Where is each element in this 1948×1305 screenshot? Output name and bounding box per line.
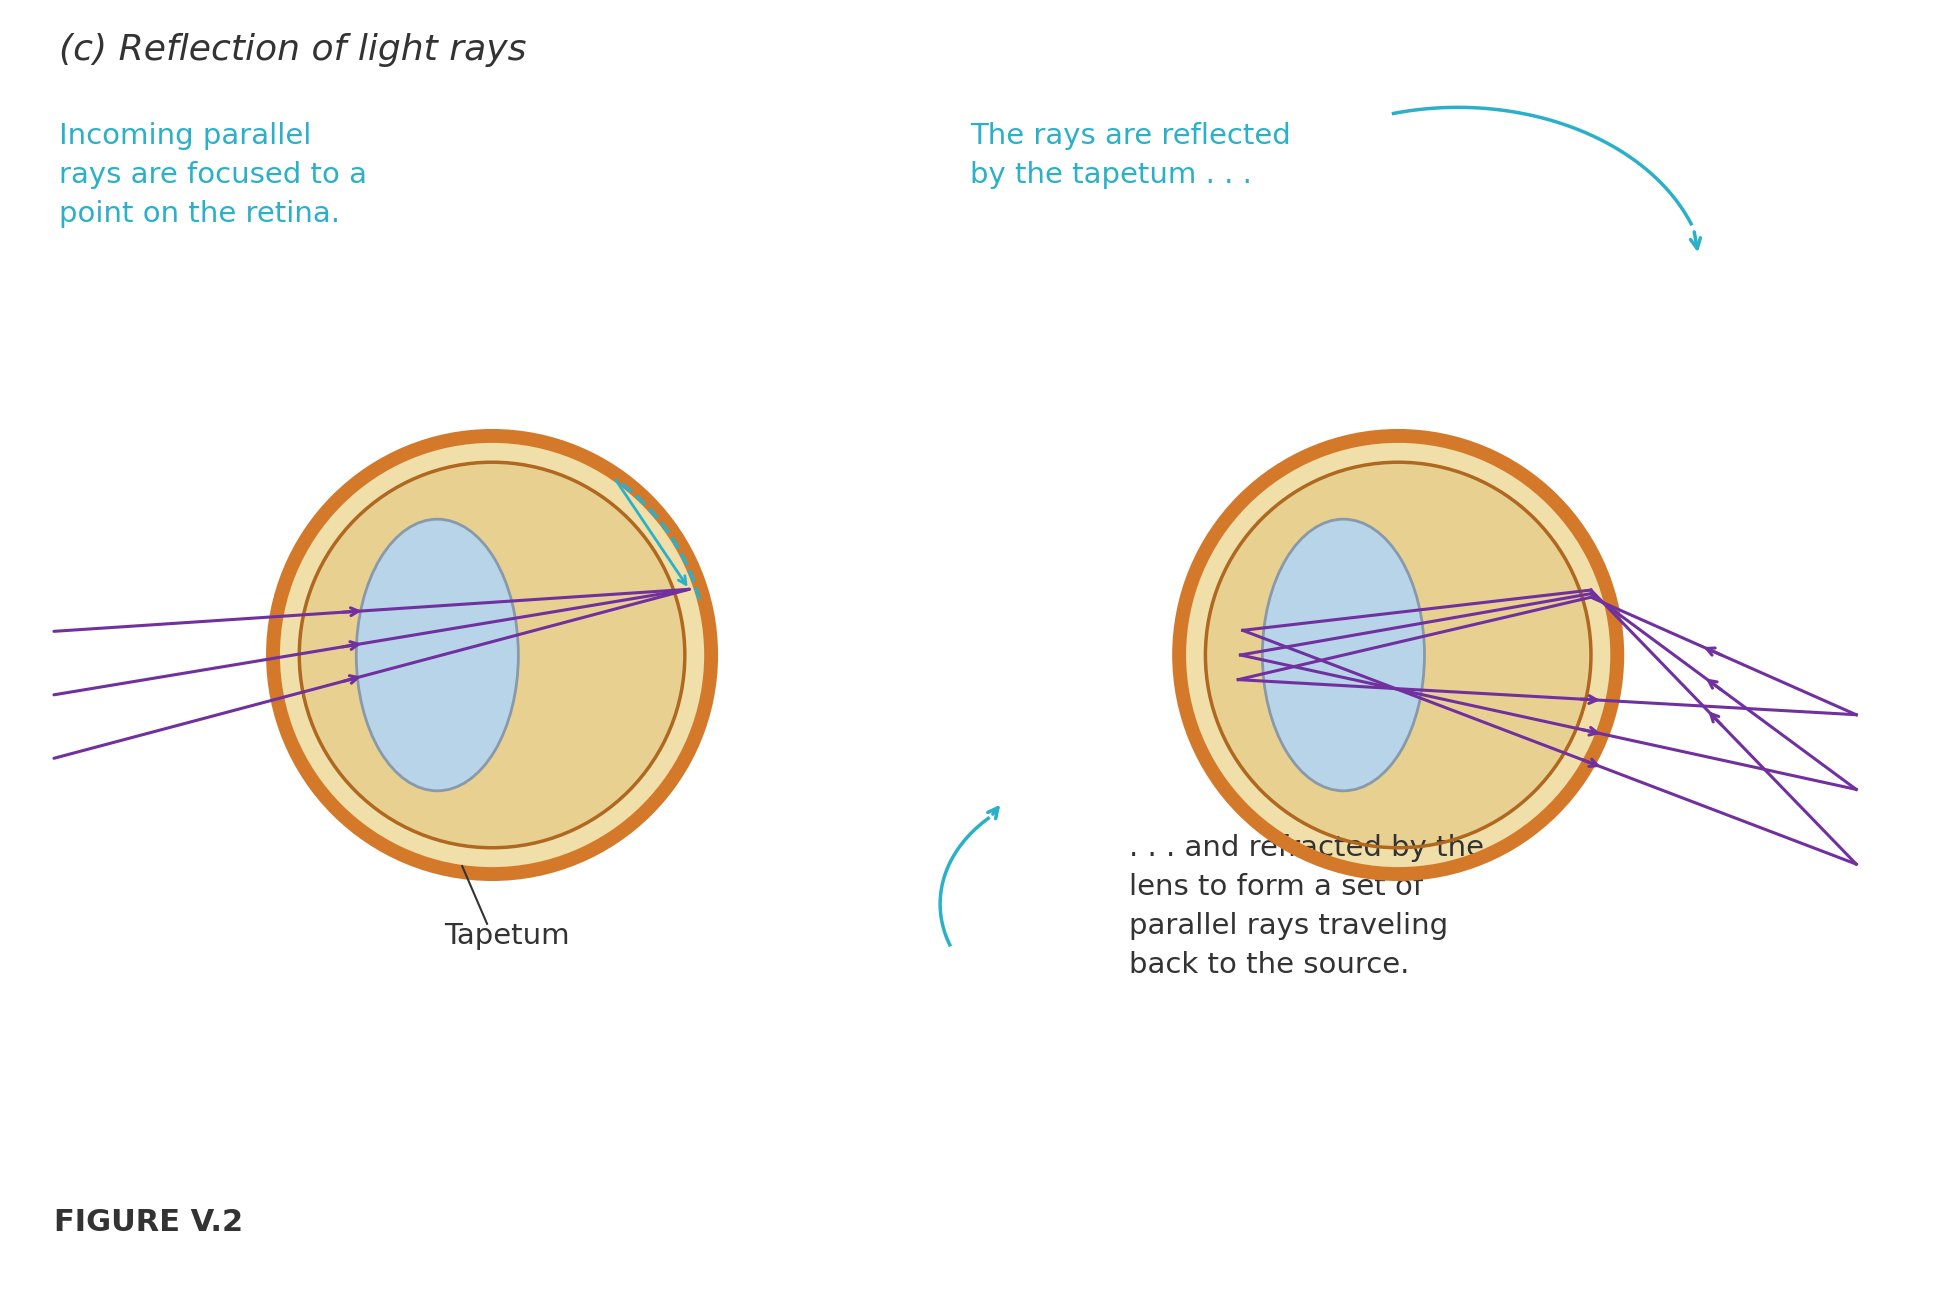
Circle shape [1206,462,1592,848]
Text: (c) Reflection of light rays: (c) Reflection of light rays [58,33,526,67]
Text: FIGURE V.2: FIGURE V.2 [55,1208,244,1237]
Text: Tapetum: Tapetum [444,921,571,950]
Circle shape [273,436,711,874]
Text: The rays are reflected
by the tapetum . . .: The rays are reflected by the tapetum . … [970,123,1292,189]
Text: . . . and refracted by the
lens to form a set of
parallel rays traveling
back to: . . . and refracted by the lens to form … [1130,834,1484,979]
Ellipse shape [356,519,518,791]
Ellipse shape [1262,519,1424,791]
Text: Incoming parallel
rays are focused to a
point on the retina.: Incoming parallel rays are focused to a … [58,123,366,228]
Circle shape [1179,436,1617,874]
Circle shape [300,462,686,848]
